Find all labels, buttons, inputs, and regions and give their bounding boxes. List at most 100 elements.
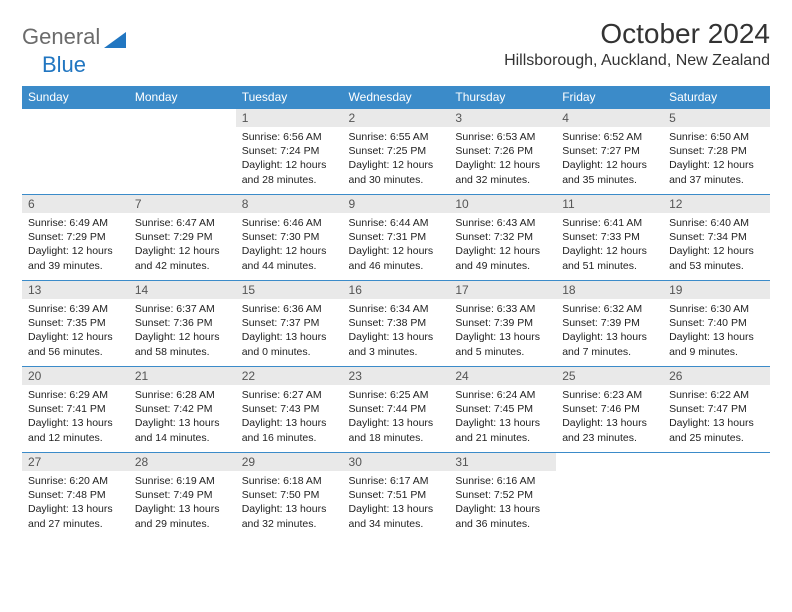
calendar-cell: 2Sunrise: 6:55 AMSunset: 7:25 PMDaylight… <box>343 109 450 195</box>
day-number: 6 <box>22 195 129 213</box>
sunset-text: Sunset: 7:39 PM <box>562 316 657 330</box>
sunrise-text: Sunrise: 6:27 AM <box>242 388 337 402</box>
daylight-text: Daylight: 13 hours and 18 minutes. <box>349 416 444 444</box>
day-data: Sunrise: 6:34 AMSunset: 7:38 PMDaylight:… <box>343 299 450 363</box>
daylight-text: Daylight: 12 hours and 35 minutes. <box>562 158 657 186</box>
calendar-cell: 20Sunrise: 6:29 AMSunset: 7:41 PMDayligh… <box>22 367 129 453</box>
day-data: Sunrise: 6:47 AMSunset: 7:29 PMDaylight:… <box>129 213 236 277</box>
day-number: 20 <box>22 367 129 385</box>
day-data: Sunrise: 6:52 AMSunset: 7:27 PMDaylight:… <box>556 127 663 191</box>
day-number: 7 <box>129 195 236 213</box>
sunrise-text: Sunrise: 6:46 AM <box>242 216 337 230</box>
day-data: Sunrise: 6:29 AMSunset: 7:41 PMDaylight:… <box>22 385 129 449</box>
calendar-cell <box>556 453 663 539</box>
day-number: 22 <box>236 367 343 385</box>
sunset-text: Sunset: 7:24 PM <box>242 144 337 158</box>
sunset-text: Sunset: 7:48 PM <box>28 488 123 502</box>
sunset-text: Sunset: 7:35 PM <box>28 316 123 330</box>
sunset-text: Sunset: 7:49 PM <box>135 488 230 502</box>
sunrise-text: Sunrise: 6:16 AM <box>455 474 550 488</box>
day-data: Sunrise: 6:17 AMSunset: 7:51 PMDaylight:… <box>343 471 450 535</box>
day-number: 30 <box>343 453 450 471</box>
sunrise-text: Sunrise: 6:30 AM <box>669 302 764 316</box>
sunrise-text: Sunrise: 6:22 AM <box>669 388 764 402</box>
daylight-text: Daylight: 12 hours and 49 minutes. <box>455 244 550 272</box>
day-number: 31 <box>449 453 556 471</box>
calendar-cell: 15Sunrise: 6:36 AMSunset: 7:37 PMDayligh… <box>236 281 343 367</box>
day-number: 8 <box>236 195 343 213</box>
calendar-cell: 7Sunrise: 6:47 AMSunset: 7:29 PMDaylight… <box>129 195 236 281</box>
day-data: Sunrise: 6:33 AMSunset: 7:39 PMDaylight:… <box>449 299 556 363</box>
day-data: Sunrise: 6:43 AMSunset: 7:32 PMDaylight:… <box>449 213 556 277</box>
day-header: Monday <box>129 86 236 109</box>
daylight-text: Daylight: 12 hours and 58 minutes. <box>135 330 230 358</box>
day-number: 3 <box>449 109 556 127</box>
day-data: Sunrise: 6:55 AMSunset: 7:25 PMDaylight:… <box>343 127 450 191</box>
day-number: 11 <box>556 195 663 213</box>
sunrise-text: Sunrise: 6:25 AM <box>349 388 444 402</box>
sunset-text: Sunset: 7:50 PM <box>242 488 337 502</box>
sunset-text: Sunset: 7:36 PM <box>135 316 230 330</box>
sunrise-text: Sunrise: 6:33 AM <box>455 302 550 316</box>
sunset-text: Sunset: 7:37 PM <box>242 316 337 330</box>
sunrise-text: Sunrise: 6:23 AM <box>562 388 657 402</box>
calendar-cell: 12Sunrise: 6:40 AMSunset: 7:34 PMDayligh… <box>663 195 770 281</box>
sunrise-text: Sunrise: 6:34 AM <box>349 302 444 316</box>
day-data: Sunrise: 6:24 AMSunset: 7:45 PMDaylight:… <box>449 385 556 449</box>
day-header: Thursday <box>449 86 556 109</box>
brand-part2-wrap: Blue <box>22 52 770 78</box>
month-title: October 2024 <box>504 18 770 50</box>
brand-logo: General <box>22 18 126 54</box>
day-data: Sunrise: 6:49 AMSunset: 7:29 PMDaylight:… <box>22 213 129 277</box>
daylight-text: Daylight: 13 hours and 5 minutes. <box>455 330 550 358</box>
day-data: Sunrise: 6:16 AMSunset: 7:52 PMDaylight:… <box>449 471 556 535</box>
day-number: 28 <box>129 453 236 471</box>
calendar-cell: 19Sunrise: 6:30 AMSunset: 7:40 PMDayligh… <box>663 281 770 367</box>
calendar-cell <box>663 453 770 539</box>
day-number: 5 <box>663 109 770 127</box>
daylight-text: Daylight: 12 hours and 51 minutes. <box>562 244 657 272</box>
sunset-text: Sunset: 7:28 PM <box>669 144 764 158</box>
brand-part2: Blue <box>22 52 86 77</box>
day-number: 16 <box>343 281 450 299</box>
calendar-cell: 28Sunrise: 6:19 AMSunset: 7:49 PMDayligh… <box>129 453 236 539</box>
daylight-text: Daylight: 13 hours and 16 minutes. <box>242 416 337 444</box>
sunrise-text: Sunrise: 6:32 AM <box>562 302 657 316</box>
sunrise-text: Sunrise: 6:55 AM <box>349 130 444 144</box>
day-header: Friday <box>556 86 663 109</box>
sunrise-text: Sunrise: 6:52 AM <box>562 130 657 144</box>
day-number: 18 <box>556 281 663 299</box>
sunrise-text: Sunrise: 6:24 AM <box>455 388 550 402</box>
calendar-header-row: Sunday Monday Tuesday Wednesday Thursday… <box>22 86 770 109</box>
sunrise-text: Sunrise: 6:56 AM <box>242 130 337 144</box>
daylight-text: Daylight: 13 hours and 36 minutes. <box>455 502 550 530</box>
sunset-text: Sunset: 7:47 PM <box>669 402 764 416</box>
day-data: Sunrise: 6:18 AMSunset: 7:50 PMDaylight:… <box>236 471 343 535</box>
calendar-cell: 4Sunrise: 6:52 AMSunset: 7:27 PMDaylight… <box>556 109 663 195</box>
day-number: 13 <box>22 281 129 299</box>
sunrise-text: Sunrise: 6:43 AM <box>455 216 550 230</box>
sunset-text: Sunset: 7:31 PM <box>349 230 444 244</box>
sunset-text: Sunset: 7:27 PM <box>562 144 657 158</box>
daylight-text: Daylight: 13 hours and 3 minutes. <box>349 330 444 358</box>
daylight-text: Daylight: 12 hours and 46 minutes. <box>349 244 444 272</box>
calendar-body: 1Sunrise: 6:56 AMSunset: 7:24 PMDaylight… <box>22 109 770 539</box>
day-number: 23 <box>343 367 450 385</box>
sunrise-text: Sunrise: 6:49 AM <box>28 216 123 230</box>
day-data: Sunrise: 6:41 AMSunset: 7:33 PMDaylight:… <box>556 213 663 277</box>
sunset-text: Sunset: 7:30 PM <box>242 230 337 244</box>
daylight-text: Daylight: 13 hours and 21 minutes. <box>455 416 550 444</box>
day-number: 29 <box>236 453 343 471</box>
calendar-cell: 8Sunrise: 6:46 AMSunset: 7:30 PMDaylight… <box>236 195 343 281</box>
calendar-cell: 31Sunrise: 6:16 AMSunset: 7:52 PMDayligh… <box>449 453 556 539</box>
calendar-cell: 9Sunrise: 6:44 AMSunset: 7:31 PMDaylight… <box>343 195 450 281</box>
sunset-text: Sunset: 7:32 PM <box>455 230 550 244</box>
day-number: 21 <box>129 367 236 385</box>
sunset-text: Sunset: 7:45 PM <box>455 402 550 416</box>
day-number: 15 <box>236 281 343 299</box>
sunset-text: Sunset: 7:25 PM <box>349 144 444 158</box>
daylight-text: Daylight: 13 hours and 32 minutes. <box>242 502 337 530</box>
calendar-cell: 24Sunrise: 6:24 AMSunset: 7:45 PMDayligh… <box>449 367 556 453</box>
calendar-cell: 30Sunrise: 6:17 AMSunset: 7:51 PMDayligh… <box>343 453 450 539</box>
day-data: Sunrise: 6:30 AMSunset: 7:40 PMDaylight:… <box>663 299 770 363</box>
